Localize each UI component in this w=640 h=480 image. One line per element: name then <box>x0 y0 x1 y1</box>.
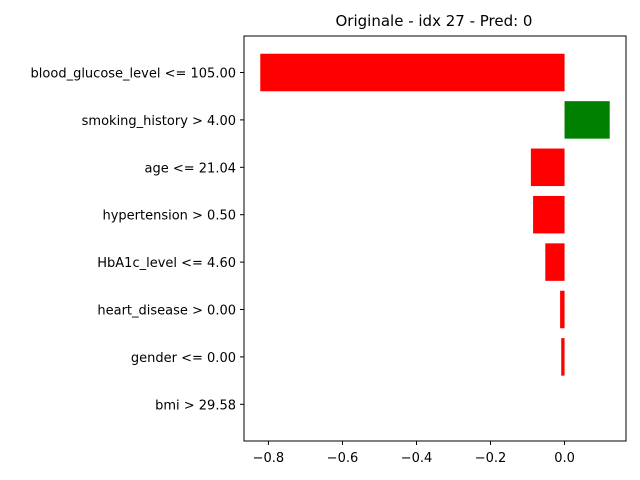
bar-3 <box>533 195 565 234</box>
bar-5 <box>560 290 565 329</box>
y-tick-label: smoking_history > 4.00 <box>82 114 236 129</box>
bar-6 <box>561 338 565 376</box>
x-tick-label: −0.6 <box>327 451 359 466</box>
y-tick-label: heart_disease > 0.00 <box>97 304 236 319</box>
y-tick-label: bmi > 29.58 <box>155 398 236 413</box>
x-tick-label: −0.8 <box>253 451 285 466</box>
x-tick-label: −0.4 <box>401 451 433 466</box>
y-tick-label: HbA1c_level <= 4.60 <box>97 256 236 271</box>
bar-2 <box>530 148 565 187</box>
x-tick-label: −0.2 <box>475 451 507 466</box>
chart-title: Originale - idx 27 - Pred: 0 <box>336 12 533 30</box>
bar-0 <box>260 53 565 92</box>
bar-1 <box>564 101 610 139</box>
y-tick-label: age <= 21.04 <box>145 161 236 176</box>
y-tick-label: blood_glucose_level <= 105.00 <box>31 67 236 82</box>
y-tick-label: gender <= 0.00 <box>131 351 236 366</box>
x-tick-label: 0.0 <box>554 451 575 466</box>
plot-area <box>243 35 627 442</box>
y-tick-label: hypertension > 0.50 <box>102 209 236 224</box>
bar-4 <box>545 243 565 281</box>
